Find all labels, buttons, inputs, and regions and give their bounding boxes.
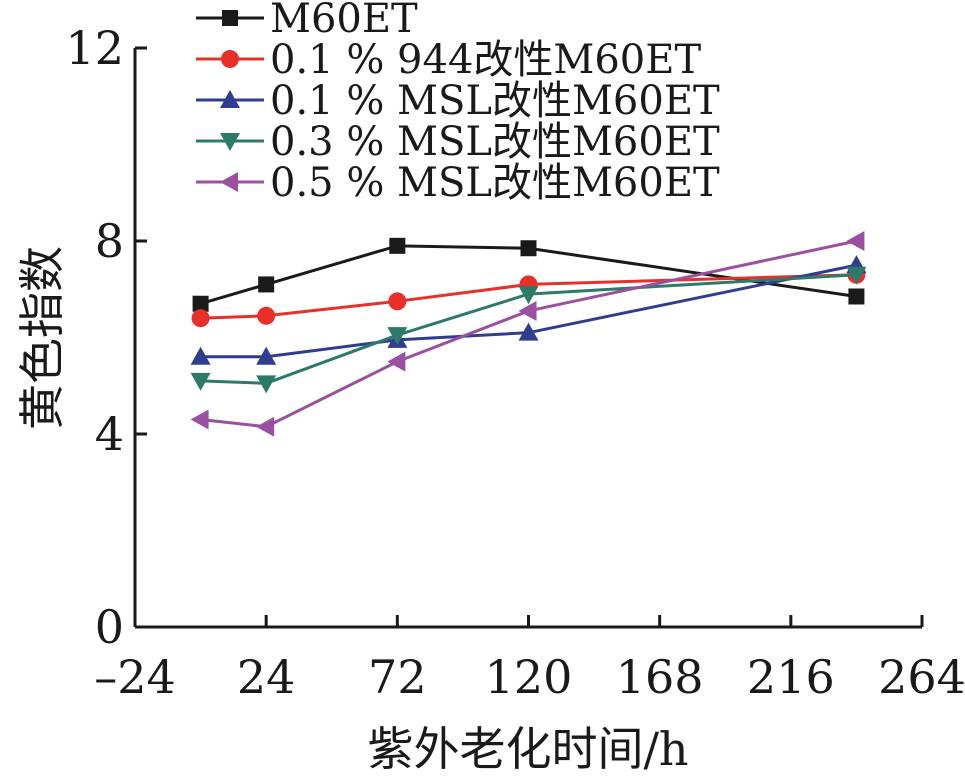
data-point: [190, 346, 211, 365]
y-tick-label: 8: [95, 214, 124, 268]
series-layer: [190, 231, 867, 437]
legend-label: 0.3 % MSL改性M60ET: [270, 119, 720, 165]
legend-label: 0.1 % MSL改性M60ET: [270, 78, 720, 124]
data-point: [190, 372, 211, 391]
y-tick-label: 12: [65, 21, 124, 75]
x-tick-label: –24: [94, 650, 176, 704]
data-point: [389, 237, 406, 254]
x-tick-label: 168: [616, 650, 704, 704]
y-tick-label: 0: [95, 600, 124, 654]
legend-marker: [220, 172, 238, 192]
legend-marker: [222, 10, 238, 26]
legend-item: 0.1 % 944改性M60ET: [196, 37, 701, 83]
ticks: –24 24 72 120 168 216 264 0 4 8 12: [65, 21, 965, 704]
data-point: [848, 288, 865, 305]
legend-item: 0.5 % MSL改性M60ET: [196, 160, 720, 206]
legend-label: 0.1 % 944改性M60ET: [270, 37, 701, 83]
x-axis-title: 紫外老化时间/h: [367, 722, 688, 776]
y-tick-label: 4: [95, 407, 124, 461]
data-point: [258, 276, 275, 293]
data-point: [520, 240, 537, 257]
data-point: [846, 231, 865, 251]
data-point: [846, 266, 867, 285]
x-tick-label: 264: [878, 650, 965, 704]
data-point: [192, 295, 209, 312]
legend-item: 0.1 % MSL改性M60ET: [196, 78, 720, 124]
legend-marker: [220, 133, 240, 151]
series-5: [190, 231, 865, 437]
x-tick-label: 216: [747, 650, 835, 704]
x-tick-label: 120: [485, 650, 573, 704]
y-axis-title: 黄色指数: [15, 246, 69, 430]
data-point: [257, 306, 276, 325]
x-tick-label: 72: [368, 650, 427, 704]
data-point: [518, 286, 539, 305]
data-point: [387, 327, 408, 346]
legend-item: M60ET: [196, 0, 418, 42]
legend-item: 0.3 % MSL改性M60ET: [196, 119, 720, 165]
data-point: [256, 346, 277, 365]
legend-label: M60ET: [270, 0, 418, 42]
data-point: [388, 292, 407, 311]
series-2: [191, 265, 866, 328]
series-1: [192, 237, 865, 312]
legend-label: 0.5 % MSL改性M60ET: [270, 160, 720, 206]
x-tick-label: 24: [237, 650, 296, 704]
legend-marker: [220, 90, 240, 108]
data-point: [256, 375, 277, 394]
data-point: [191, 309, 210, 328]
data-point: [190, 409, 209, 430]
data-point: [387, 351, 406, 372]
data-point: [518, 322, 539, 341]
legend-marker: [221, 50, 239, 68]
data-point: [518, 300, 537, 321]
data-point: [256, 416, 275, 437]
